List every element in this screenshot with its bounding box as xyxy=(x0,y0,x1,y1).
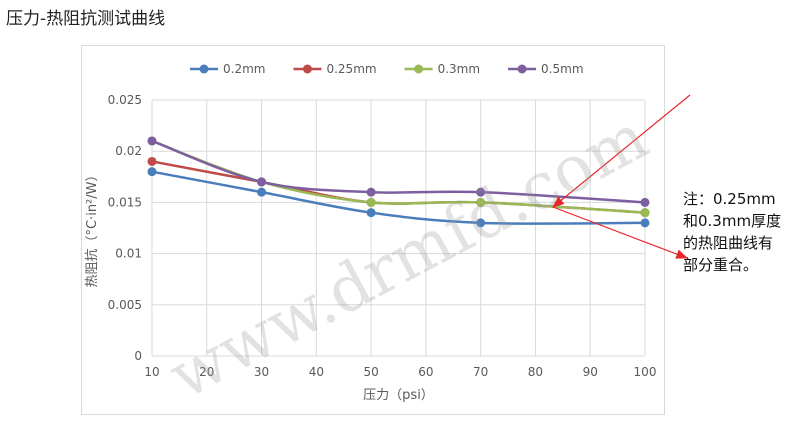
note-line: 的热阻曲线有 xyxy=(683,234,774,252)
x-tick-label: 80 xyxy=(528,365,543,379)
note-line: 和0.3mm厚度 xyxy=(683,212,782,230)
y-tick-label: 0.005 xyxy=(108,298,142,312)
x-tick-label: 90 xyxy=(583,365,598,379)
y-tick-label: 0.015 xyxy=(108,195,142,209)
tick-labels: 10 20 30 40 50 60 70 80 90 100 0 0.005 0.01 0.015 0.02… xyxy=(108,93,657,379)
data-point xyxy=(366,197,376,207)
x-tick-label: 30 xyxy=(254,365,269,379)
data-point xyxy=(476,187,486,197)
x-tick-label: 100 xyxy=(634,365,657,379)
series-line xyxy=(151,139,646,214)
x-tick-label: 50 xyxy=(363,365,378,379)
legend-marker xyxy=(517,64,527,74)
data-point xyxy=(640,218,650,228)
grid xyxy=(151,99,646,357)
y-tick-label: 0.025 xyxy=(108,93,142,107)
legend-marker xyxy=(302,64,312,74)
x-tick-label: 40 xyxy=(309,365,324,379)
series-line xyxy=(151,139,646,204)
data-point xyxy=(147,167,157,177)
y-tick-label: 0 xyxy=(134,349,142,363)
series-lines xyxy=(151,139,646,225)
legend-marker xyxy=(199,64,209,74)
y-axis-title: 热阻抗（°C·in²/W） xyxy=(85,168,100,287)
note-line: 注：0.25mm xyxy=(683,190,776,208)
legend-label: 0.5mm xyxy=(541,62,583,76)
data-point xyxy=(257,177,267,187)
line-chart: 10 20 30 40 50 60 70 80 90 100 0 0.005 0.01 0.015 0.02… xyxy=(85,62,657,403)
annotation-note: 注：0.25mm 和0.3mm厚度 的热阻曲线有 部分重合。 xyxy=(683,188,781,276)
x-tick-label: 70 xyxy=(473,365,488,379)
chart-frame: 10 20 30 40 50 60 70 80 90 100 0 0.005 0.01 0.015 0.02… xyxy=(81,45,665,415)
legend-marker xyxy=(414,64,424,74)
x-tick-label: 20 xyxy=(199,365,214,379)
note-line: 部分重合。 xyxy=(683,256,759,274)
series-points xyxy=(147,136,650,228)
legend-label: 0.2mm xyxy=(223,62,265,76)
x-tick-label: 10 xyxy=(144,365,159,379)
page-title: 压力-热阻抗测试曲线 xyxy=(6,9,166,29)
data-point xyxy=(476,197,486,207)
legend-label: 0.3mm xyxy=(438,62,480,76)
data-point xyxy=(147,156,157,166)
data-point xyxy=(640,197,650,207)
x-axis-title: 压力（psi） xyxy=(363,388,434,403)
y-tick-label: 0.02 xyxy=(115,144,142,158)
y-tick-label: 0.01 xyxy=(115,247,142,261)
x-tick-label: 60 xyxy=(418,365,433,379)
data-point xyxy=(640,208,650,218)
legend: 0.2mm 0.25mm 0.3mm 0.5mm xyxy=(190,62,584,76)
data-point xyxy=(366,187,376,197)
data-point xyxy=(476,218,486,228)
data-point xyxy=(147,136,157,146)
legend-label: 0.25mm xyxy=(326,62,376,76)
data-point xyxy=(257,187,267,197)
data-point xyxy=(366,208,376,218)
